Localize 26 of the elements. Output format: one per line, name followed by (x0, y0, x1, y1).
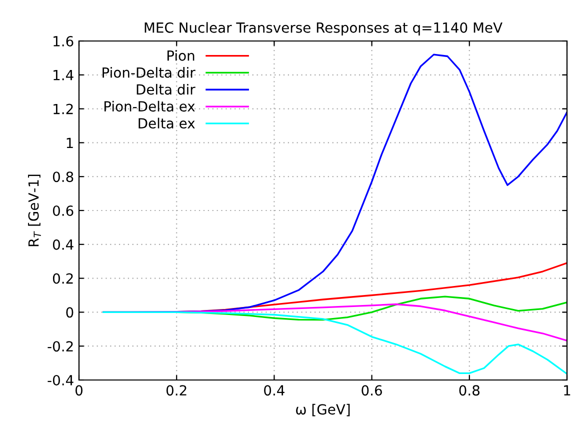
legend-label: Pion-Delta dir (102, 67, 196, 78)
x-tick-label: 0.6 (362, 385, 382, 396)
x-tick-label: 0.2 (166, 385, 186, 396)
chart-title: MEC Nuclear Transverse Responses at q=1140 MeV (144, 22, 502, 36)
y-axis-title: R$_{T}$ [GeV-1] (28, 174, 41, 246)
y-tick-label: 0 (66, 307, 74, 318)
y-tick-label: 0.4 (52, 239, 74, 250)
x-tick-label: 0.4 (264, 385, 284, 396)
legend-label: Delta ex (138, 118, 195, 129)
x-tick-label: 0 (75, 385, 82, 396)
y-tick-label: 0.8 (52, 172, 74, 182)
y-tick-label: 0.2 (52, 273, 73, 284)
line-series (102, 311, 567, 375)
legend-label: Pion (167, 50, 194, 61)
y-tick-label: 1.6 (54, 36, 74, 46)
y-tick-label: 1.4 (54, 70, 74, 80)
y-tick-label: -0.4 (48, 374, 74, 386)
y-tick-label: 0.6 (52, 205, 74, 216)
y-tick-label: 1 (66, 138, 73, 148)
y-tick-label: 1.2 (54, 104, 73, 114)
x-tick-label: 0.8 (459, 385, 480, 396)
legend-label: Pion-Delta ex (104, 100, 195, 112)
y-tick-label: -0.2 (48, 341, 73, 352)
legend-label: Delta dir (136, 84, 196, 95)
x-tick-label: 1 (564, 385, 570, 396)
x-axis-title: ω [GeV] (296, 404, 350, 416)
